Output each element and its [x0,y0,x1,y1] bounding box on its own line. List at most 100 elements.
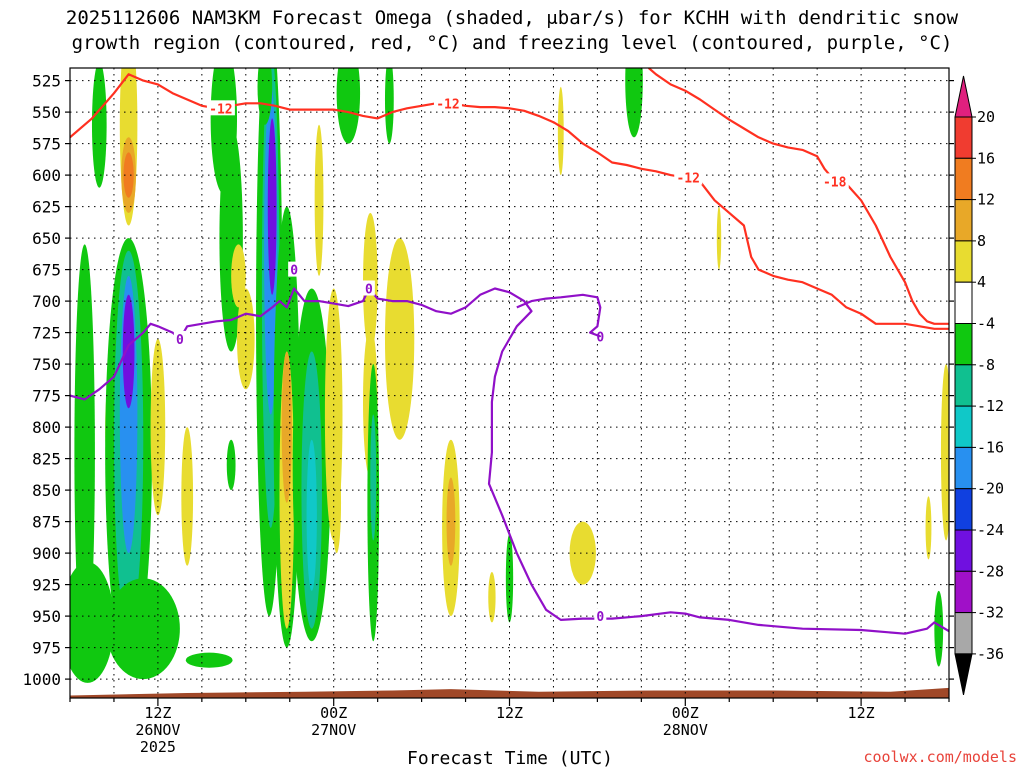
colorbar-bin-2 [954,199,973,242]
freezing-level-contour-label-0-3: 0 [596,330,604,345]
y-tick-label-775: 775 [32,387,61,406]
omega-feature-42 [488,572,496,623]
x-tick-date-0: 26NOV [135,721,180,739]
colorbar-label-6: -8 [977,356,995,374]
y-tick-label-725: 725 [32,324,61,343]
freezing-level-contour-label-bg-0-1 [288,261,301,277]
y-tick-label-925: 925 [32,576,61,595]
y-tick-label-550: 550 [32,103,61,122]
colorbar-bin-12 [954,612,973,655]
y-tick-label-750: 750 [32,355,61,374]
y-tick-label-800: 800 [32,418,61,437]
omega-feature-51 [185,652,233,668]
colorbar-label-13: -36 [977,645,1004,663]
dendritic-contour-label-0-1: -12 [436,97,459,112]
colorbar-label-2: 12 [977,191,995,209]
omega-shading-layer [70,68,949,683]
colorbar-label-10: -24 [977,521,1004,539]
y-tick-label-850: 850 [32,481,61,500]
x-tick-label-3: 00Z [672,704,699,722]
y-tick-label-600: 600 [32,166,61,185]
colorbar-bin-0 [954,116,973,159]
colorbar-label-5: -4 [977,315,995,333]
dendritic-contour-label-0-0: -12 [209,102,232,117]
x-tick-label-1: 00Z [320,704,347,722]
contour-layer: -12 -12 -12 -18 0 0 0 0 0 [70,68,949,635]
y-tick-label-975: 975 [32,639,61,658]
omega-feature-38 [370,414,377,541]
colorbar-label-8: -16 [977,438,1004,456]
colorbar-label-12: -32 [977,604,1004,622]
x-axis-label: Forecast Time (UTC) [407,748,613,768]
colorbar-label-9: -20 [977,480,1004,498]
omega-feature-44 [557,86,564,176]
omega-feature-48 [925,496,932,560]
colorbar-bin-5 [954,323,973,366]
y-tick-label-875: 875 [32,513,61,532]
omega-feature-34 [384,68,394,144]
credit-text: coolwx.com/models [863,748,1017,766]
colorbar-bin-8 [954,446,973,490]
y-tick-label-525: 525 [32,72,61,91]
omega-feature-39 [384,238,415,440]
omega-feature-46 [625,68,643,138]
omega-feature-16 [231,244,246,308]
colorbar-label-1: 16 [977,149,995,167]
omega-feature-13 [181,427,194,566]
colorbar-bin-6 [954,364,973,407]
freezing-level-contour-label-bg-0-0 [173,330,186,346]
dendritic-contour-label-bg-1-0 [820,173,849,189]
colorbar-bin-7 [954,405,973,448]
chart-title-line-2: growth region (contoured, red, °C) and f… [72,32,953,54]
omega-feature-6 [123,152,134,198]
colorbar-label-3: 8 [977,232,986,250]
omega-feature-28 [306,439,317,591]
dendritic-contour-line-1 [647,68,949,325]
omega-feature-0 [74,244,95,661]
colorbar-bin-9 [954,488,973,531]
colorbar-label-11: -28 [977,562,1004,580]
omega-feature-29 [257,68,273,125]
omega-feature-50 [940,364,949,541]
colorbar-label-0: 20 [977,108,995,126]
y-tick-label-650: 650 [32,229,61,248]
y-tick-label-825: 825 [32,450,61,469]
omega-feature-11 [106,578,180,680]
gridlines [70,68,949,698]
y-axis: 525 550 575 600 625 650 675 700 725 750 775 800 825 8… [22,72,954,689]
chart-title-line-1: 2025112606 NAM3KM Forecast Omega (shaded… [66,7,959,29]
omega-feature-18 [226,439,236,491]
x-tick-label-0: 12Z [144,704,171,722]
freezing-level-contour-label-bg-0-2 [362,280,375,296]
colorbar-bin-3 [954,240,973,283]
colorbar: 20 16 12 8 4 -4 -8 -12 -16 -20 -24 -28 -32 -36 [954,75,1004,696]
omega-feature-41 [446,477,456,566]
x-tick-label-4: 12Z [848,704,875,722]
y-tick-label-950: 950 [32,607,61,626]
freezing-level-contour-label-0-4: 0 [596,610,604,625]
dendritic-contour-label-0-2: -12 [676,172,699,187]
freezing-level-contour-label-0-0: 0 [176,333,184,348]
freezing-level-contour-line-0 [70,287,949,635]
colorbar-label-4: 4 [977,273,986,291]
dendritic-contour-label-1-0: -18 [823,175,847,190]
dendritic-contour-label-bg-0-1 [433,95,462,111]
omega-feature-1 [70,561,114,683]
freezing-level-contour-label-0-2: 0 [365,283,373,298]
y-tick-label-575: 575 [32,135,61,154]
y-tick-label-700: 700 [32,292,61,311]
omega-feature-22 [267,118,277,295]
omega-feature-33 [336,68,361,144]
x-tick-year-0: 2025 [140,738,176,756]
x-tick-date-1: 27NOV [311,721,356,739]
omega-feature-10 [122,294,135,409]
y-tick-label-1000: 1000 [22,670,61,689]
y-tick-label-900: 900 [32,544,61,563]
freezing-level-contour-label-0-1: 0 [290,264,298,279]
freezing-level-contour-line-1 [516,293,602,338]
omega-feature-12 [150,338,166,516]
x-tick-date-3: 28NOV [663,721,708,739]
y-tick-label-625: 625 [32,198,61,217]
